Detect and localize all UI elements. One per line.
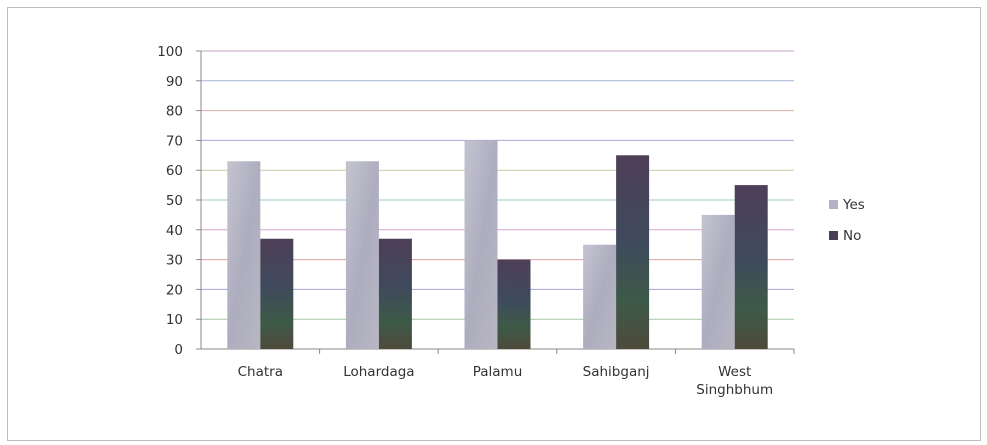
bar-no-palamu [497,259,531,349]
bar-yes-chatra [227,161,261,349]
bar-yes-sahibganj [583,244,617,349]
legend-swatch-yes [829,200,838,209]
bars [227,140,768,349]
y-tick-label: 0 [174,342,183,358]
legend-label-no: No [843,228,861,244]
x-category-label: Sahibganj [583,364,650,380]
bar-no-lohardaga [378,238,412,349]
legend-swatch-no [829,231,838,240]
bar-yes-palamu [464,140,498,349]
y-tick-label: 80 [166,104,183,120]
y-tick-label: 60 [166,163,183,179]
y-tick-label: 100 [157,44,183,60]
y-tick-label: 50 [166,193,183,209]
axis-labels: 0 10 20 30 40 50 60 70 80 90 100 Chatra Lohardaga Pal… [157,44,773,398]
bar-yes-lohardaga [345,161,379,349]
bar-no-chatra [260,238,294,349]
x-category-label: Chatra [238,364,283,380]
y-tick-label: 10 [166,312,183,328]
x-category-label: Palamu [473,364,523,380]
x-category-label: Lohardaga [343,364,414,380]
y-tick-label: 20 [166,282,183,298]
bar-no-west-singhbhum [734,185,768,349]
bar-no-sahibganj [616,155,650,349]
y-tick-label: 30 [166,253,183,269]
y-tick-label: 90 [166,74,183,90]
gridlines [201,50,794,320]
bar-yes-west-singhbhum [701,214,735,349]
legend: Yes No [829,197,865,244]
legend-label-yes: Yes [842,197,865,213]
y-tick-label: 70 [166,133,183,149]
x-category-label: West Singhbhum [696,364,773,398]
y-tick-label: 40 [166,223,183,239]
